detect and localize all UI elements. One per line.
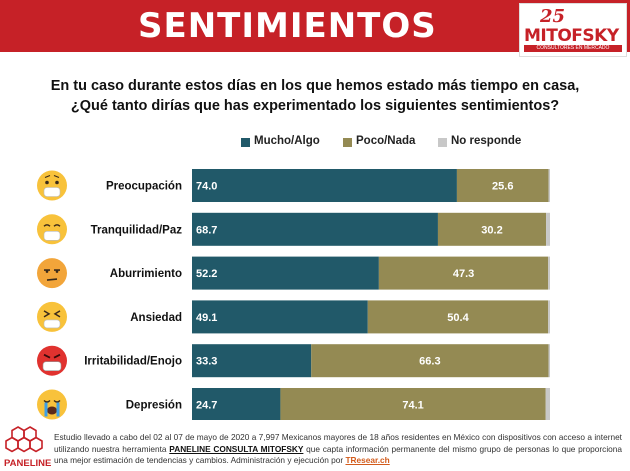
data-label: 52.2 [196,268,217,280]
legend-swatch-no-responde [438,138,447,147]
data-label: 24.7 [196,400,217,412]
bar-mucho [192,388,281,420]
bar-mucho [192,212,438,246]
footer-methodology: Estudio llevado a cabo del 02 al 07 de m… [54,432,622,467]
logo-tagline: CONSULTORES EN MERCADO [524,45,622,52]
footer-text-brand: PANELINE CONSULTA MITOFSKY [169,443,304,454]
bar-mucho [192,300,368,334]
bar-no-responde [548,300,550,334]
tresearch-link[interactable]: TResear.ch [345,455,390,465]
bar-no-responde [545,388,550,420]
legend-label-poco: Poco/Nada [356,135,416,147]
worried-face-icon [37,170,67,201]
legend-swatch-poco [343,138,352,147]
category-label: Depresión [126,400,182,412]
footer-text-mid: que capta información permanente del mis… [54,443,622,466]
bar-poco [367,300,549,334]
question-line-2: ¿Qué tanto dirías que has experimentado … [70,98,560,114]
bar-poco [280,388,546,420]
category-label: Tranquilidad/Paz [91,224,183,236]
paneline-brand: PANELINE [4,458,52,469]
data-label: 66.3 [419,356,440,368]
question-text: En tu caso durante estos días en los que… [0,76,630,116]
question-line-1: En tu caso durante estos días en los que… [50,78,580,94]
bar-mucho [192,344,312,378]
logo-number: 25 [540,6,566,27]
bar-mucho [192,256,379,290]
bar-poco [456,169,549,202]
category-label: Ansiedad [130,312,182,324]
data-label: 25.6 [492,181,513,193]
chart-legend: Mucho/Algo Poco/Nada No responde [0,135,630,151]
data-label: 74.0 [196,181,217,193]
page-title: SENTIMIENTOS [138,6,437,46]
bar-poco [378,256,549,290]
legend-swatch-mucho [241,138,250,147]
data-label: 47.3 [453,268,474,280]
data-label: 50.4 [447,312,469,324]
bar-no-responde [548,344,550,378]
legend-label-mucho: Mucho/Algo [254,135,320,147]
bar-poco [437,212,547,246]
bar-no-responde [548,256,550,290]
data-label: 33.3 [196,356,217,368]
bored-face-icon [37,258,67,289]
stacked-bar-chart: Preocupación 74.0 25.6 Tranquilidad/Paz 68.7… [37,169,550,420]
category-label: Irritabilidad/Enojo [84,356,182,368]
bar-poco [311,344,549,378]
crying-face-icon [37,389,67,420]
data-label: 68.7 [196,224,217,236]
bar-mucho [192,169,457,202]
data-label: 49.1 [196,312,217,324]
legend-label-no-responde: No responde [451,135,522,147]
bar-no-responde [546,212,550,246]
data-label: 30.2 [481,224,502,236]
mitofsky-logo: 25 MITOFSKY CONSULTORES EN MERCADO [519,3,627,57]
anxious-face-icon [37,301,67,332]
bar-no-responde [548,169,550,202]
calm-face-icon [37,214,67,245]
data-label: 74.1 [402,400,423,412]
angry-face-icon [37,345,67,376]
paneline-logo-icon [5,426,43,453]
footer-text-pre: Estudio llevado a cabo del 02 al 07 de m… [54,432,622,454]
category-label: Preocupación [106,181,182,193]
category-label: Aburrimiento [110,268,182,280]
logo-name: MITOFSKY [524,26,619,46]
